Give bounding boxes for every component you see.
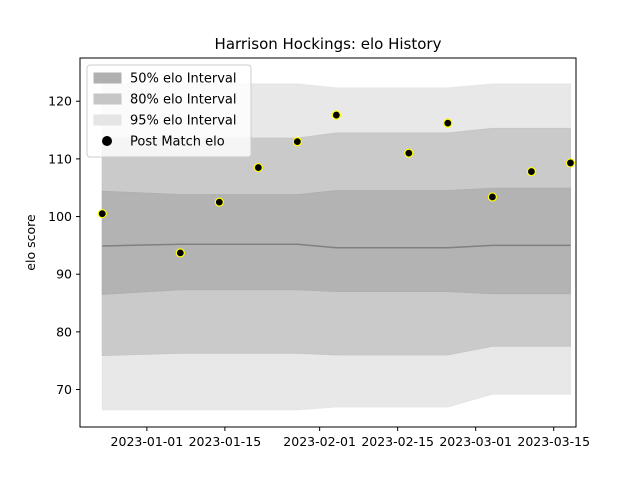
post-match-elo-point: [97, 209, 107, 219]
x-tick-label: 2023-03-01: [439, 434, 512, 449]
y-tick-label: 110: [48, 151, 72, 166]
legend-swatch: [93, 72, 122, 84]
mean-elo-line: [102, 243, 571, 249]
post-match-elo-point: [565, 158, 576, 168]
legend-label: Post Match elo: [130, 135, 225, 150]
legend-swatch: [93, 114, 122, 126]
legend-label: 80% elo Interval: [130, 93, 237, 108]
post-match-elo-point: [331, 110, 341, 120]
x-tick-label: 2023-02-15: [361, 434, 434, 449]
y-tick-label: 90: [56, 267, 72, 282]
y-tick-label: 100: [48, 209, 72, 224]
y-tick-label: 70: [56, 382, 72, 397]
post-match-elo-point: [487, 192, 497, 202]
x-tick-label: 2023-01-01: [111, 434, 184, 449]
post-match-elo-point: [214, 197, 224, 207]
plot-area: [97, 83, 576, 411]
axes-frame: [79, 57, 577, 428]
legend: 50% elo Interval 80% elo Interval 95% elo …: [86, 64, 252, 158]
x-tick-label: 2023-03-15: [517, 434, 590, 449]
y-tick-label: 80: [56, 324, 72, 339]
ticks-layer: 2023-01-01 2023-01-15 2023-02-01 2023-02-15…: [48, 94, 590, 449]
y-tick-label: 120: [48, 94, 72, 109]
legend-swatch: [93, 93, 122, 105]
legend-box: [86, 64, 252, 158]
legend-label: 50% elo Interval: [130, 72, 237, 87]
post-match-elo-point: [404, 148, 414, 158]
band-50-elo-interval: [101, 187, 571, 295]
legend-label: 95% elo Interval: [130, 114, 237, 129]
legend-marker: [102, 136, 112, 146]
y-axis-label: elo score: [23, 214, 38, 271]
chart-title: Harrison Hockings: elo History: [215, 35, 442, 53]
post-match-elo-point: [526, 166, 537, 177]
post-match-elo-point: [253, 162, 263, 173]
post-match-elo-point: [292, 137, 302, 147]
post-match-elo-point: [443, 118, 453, 128]
x-tick-label: 2023-02-01: [283, 434, 356, 449]
post-match-elo-point: [175, 248, 185, 258]
x-tick-label: 2023-01-15: [189, 434, 262, 449]
